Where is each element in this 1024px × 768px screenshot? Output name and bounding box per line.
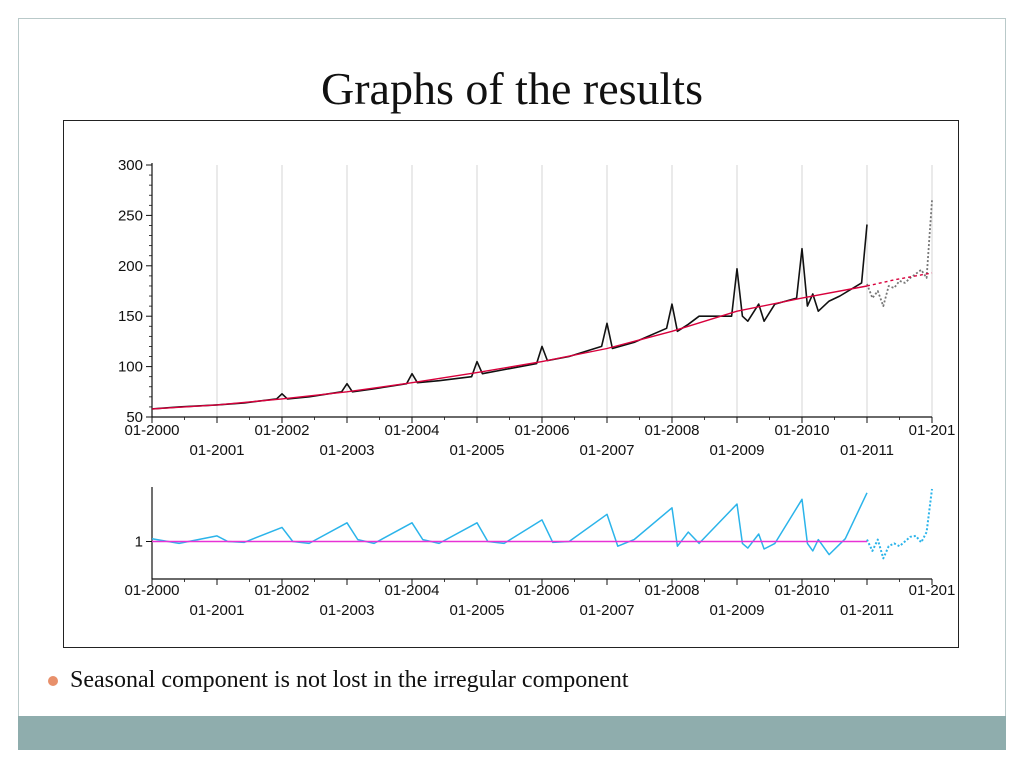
chart-figure: 300 250 200 150 100 50 01-2000 01-2002 01-2004 01…	[63, 120, 959, 648]
x-tick-label: 01-2008	[644, 422, 699, 439]
trend-line	[151, 285, 868, 410]
x-tick-label: 01-2004	[384, 422, 439, 439]
x-tick-label: 01-2002	[254, 422, 309, 439]
x-tick-label: 01-2009	[709, 602, 764, 619]
x-tick-label: 01-2003	[319, 602, 374, 619]
y-tick-label: 250	[118, 207, 143, 224]
x-tick-label: 01-2001	[189, 602, 244, 619]
x-tick-label: 01-2009	[709, 442, 764, 459]
bullet-dot-icon	[48, 675, 58, 686]
x-tick-label: 01-2011	[840, 602, 894, 619]
x-tick-label: 01-201	[909, 422, 956, 439]
y-tick-label: 100	[118, 359, 143, 376]
x-tick-label: 01-2005	[449, 602, 504, 619]
trend-forecast-line	[866, 272, 933, 287]
x-tick-label: 01-2001	[189, 442, 244, 459]
x-tick-label: 01-2005	[449, 442, 504, 459]
bullet-item: Seasonal component is not lost in the ir…	[48, 667, 629, 694]
y-tick-label: 150	[118, 308, 143, 325]
x-tick-label: 01-2007	[579, 442, 634, 459]
y-tick-label: 50	[126, 409, 143, 426]
si-forecast-line	[866, 488, 933, 560]
y-tick-label: 200	[118, 258, 143, 275]
x-tick-label: 01-2000	[124, 422, 179, 439]
x-tick-label: 01-2003	[319, 442, 374, 459]
x-tick-label: 01-2007	[579, 602, 634, 619]
x-tick-label: 01-2010	[774, 582, 829, 599]
x-tick-label: 01-201	[909, 582, 956, 599]
x-tick-label: 01-2004	[384, 582, 439, 599]
si-ratio-line	[151, 492, 868, 556]
footer-bar	[18, 716, 1006, 750]
x-tick-label: 01-2006	[514, 582, 569, 599]
forecast-line	[866, 200, 933, 308]
series-line	[151, 224, 868, 410]
bullet-text: Seasonal component is not lost in the ir…	[70, 667, 629, 693]
y-tick-label: 1	[135, 534, 143, 551]
x-tick-label: 01-2008	[644, 582, 699, 599]
x-tick-label: 01-2006	[514, 422, 569, 439]
x-tick-label: 01-2002	[254, 582, 309, 599]
x-tick-label: 01-2010	[774, 422, 829, 439]
x-tick-label: 01-2011	[840, 442, 894, 459]
y-tick-label: 300	[118, 157, 143, 174]
x-tick-label: 01-2000	[124, 582, 179, 599]
slide-title: Graphs of the results	[321, 63, 703, 114]
